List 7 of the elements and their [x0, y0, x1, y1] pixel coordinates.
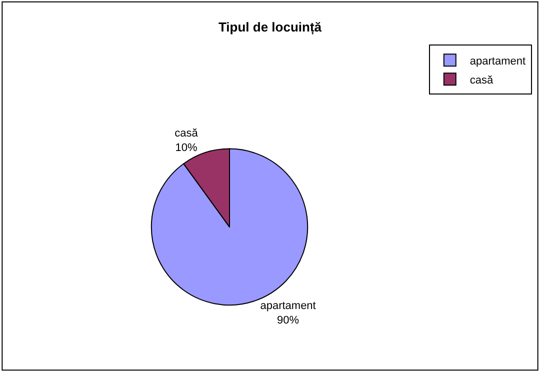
data-label: 90%: [277, 314, 300, 326]
slice-label: apartament: [260, 300, 316, 312]
legend-label: casă: [470, 74, 494, 86]
chart-title: Tipul de locuință: [218, 19, 322, 36]
slice-label: casă: [174, 128, 199, 140]
legend-label: apartament: [470, 55, 526, 68]
data-label: 10%: [175, 142, 198, 154]
